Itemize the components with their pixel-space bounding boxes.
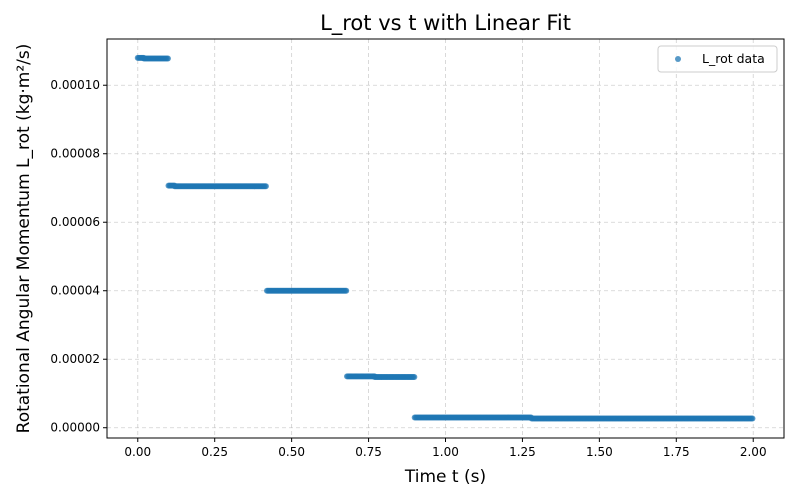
y-tick-label: 0.00006 <box>50 215 100 229</box>
data-segment <box>141 56 171 62</box>
x-tick-label: 1.75 <box>663 445 690 459</box>
data-segment <box>372 374 418 380</box>
legend-label: L_rot data <box>702 51 765 66</box>
data-segment <box>172 183 269 189</box>
y-tick-label: 0.00004 <box>50 284 100 298</box>
x-tick-label: 0.75 <box>355 445 382 459</box>
y-tick-label: 0.00002 <box>50 352 100 366</box>
y-tick-label: 0.00008 <box>50 147 100 161</box>
x-tick-label: 0.50 <box>278 445 305 459</box>
data-point <box>411 374 417 380</box>
x-tick-label: 1.25 <box>509 445 536 459</box>
x-tick-label: 1.50 <box>586 445 613 459</box>
legend-marker <box>675 56 681 62</box>
data-segment <box>529 415 756 421</box>
data-segment <box>264 288 349 294</box>
x-tick-label: 0.25 <box>201 445 228 459</box>
grid <box>107 39 784 438</box>
data-point <box>263 183 269 189</box>
y-tick-label: 0.00000 <box>50 421 100 435</box>
data-point <box>343 288 349 294</box>
axis-ticks: 0.00 0.25 0.50 0.75 1.00 1.25 1.50 1.75 2.00 0.00… <box>50 78 766 459</box>
x-axis-title: Time t (s) <box>404 467 486 487</box>
data-point <box>749 415 755 421</box>
legend: L_rot data <box>658 46 777 72</box>
x-tick-label: 2.00 <box>740 445 767 459</box>
y-tick-label: 0.00010 <box>50 78 100 92</box>
y-axis-title: Rotational Angular Momentum L_rot (kg·m²… <box>14 44 34 434</box>
x-tick-label: 1.00 <box>432 445 459 459</box>
x-tick-label: 0.00 <box>124 445 151 459</box>
chart-title: L_rot vs t with Linear Fit <box>320 11 571 36</box>
data-point <box>165 56 171 62</box>
data-segment <box>412 414 534 420</box>
